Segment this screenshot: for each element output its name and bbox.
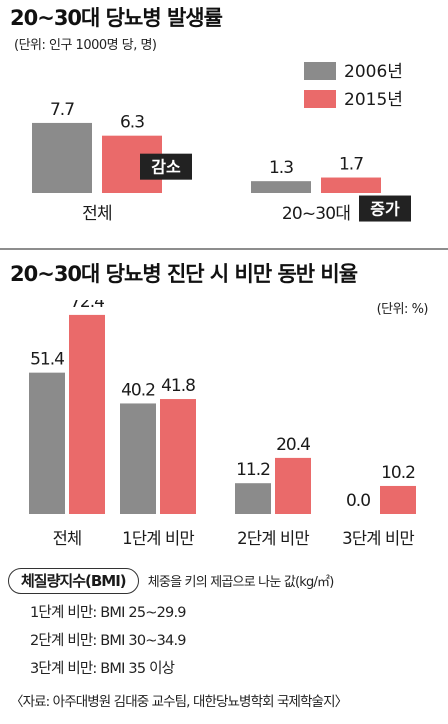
bar-2015-2 — [275, 457, 311, 514]
value-label-2015-2: 20.4 — [276, 435, 310, 455]
trend-tag-bg-0 — [140, 153, 192, 180]
x-tick-label-0: 전체 — [53, 529, 82, 548]
legend-swatch-2015 — [304, 90, 336, 108]
value-label-2006-1: 1.3 — [269, 158, 293, 178]
bar-2006-0 — [32, 122, 92, 193]
value-label-2015-0: 72.4 — [70, 300, 104, 312]
legend-label-2015: 2015년 — [344, 90, 403, 110]
bar-2006-0 — [29, 372, 65, 514]
value-label-2015-3: 10.2 — [381, 463, 415, 483]
chart2-plot: 51.4 72.4 40.2 41.8 11.2 20.4 0.0 10.2 전체 1단계 비만… — [29, 300, 416, 548]
value-label-2006-0: 51.4 — [30, 350, 64, 370]
bar-2006-1 — [251, 181, 311, 193]
legend-label-2006: 2006년 — [344, 62, 403, 82]
section-divider — [0, 248, 448, 250]
x-tick-label-3: 3단계 비만 — [342, 529, 414, 548]
x-tick-label-2: 2단계 비만 — [237, 529, 309, 548]
chart2-title: 20~30대 당뇨병 진단 시 비만 동반 비율 — [10, 262, 358, 286]
value-label-2015-1: 1.7 — [339, 155, 363, 175]
value-label-2015-1: 41.8 — [161, 376, 195, 396]
legend-swatch-2006 — [304, 62, 336, 80]
value-label-2006-0: 7.7 — [50, 100, 74, 120]
value-labels: 7.7 6.3 1.3 1.7 — [50, 100, 364, 178]
bar-2006-2 — [235, 483, 271, 514]
chart1-title: 20~30대 당뇨병 발생률 — [10, 6, 223, 30]
bar-2006-1 — [120, 403, 156, 514]
chart2-unit: (단위: %) — [376, 302, 429, 317]
x-tick-label-1: 1단계 비만 — [122, 529, 194, 548]
value-label-2015-0: 6.3 — [120, 113, 144, 133]
bmi-description: 체중을 키의 제곱으로 나눈 값(kg/㎡) — [147, 575, 335, 590]
bmi-note-header: 체질량지수(BMI) 체중을 키의 제곱으로 나눈 값(kg/㎡) — [8, 568, 334, 596]
trend-tag-0: 감소 — [151, 158, 181, 177]
bar-2015-0 — [69, 314, 105, 514]
x-tick-label-1: 20~30대 — [282, 204, 350, 224]
chart1-unit: (단위: 인구 1000명 당, 명) — [14, 38, 157, 53]
bmi-row-1: 1단계 비만: BMI 25~29.9 — [30, 605, 187, 621]
bar-2015-3 — [380, 485, 416, 514]
bmi-row-3: 3단계 비만: BMI 35 이상 — [30, 661, 175, 677]
value-label-2006-1: 40.2 — [121, 380, 155, 400]
bar-2015-1 — [160, 399, 196, 514]
source-note: 〈자료: 아주대병원 김대중 교수팀, 대한당뇨병학회 국제학술지〉 — [10, 694, 348, 710]
bar-2015-1 — [321, 177, 381, 193]
trend-tag-1: 증가 — [370, 200, 400, 219]
bars — [32, 122, 381, 193]
value-label-2006-2: 11.2 — [236, 460, 270, 480]
x-tick-labels: 전체 20~30대 — [82, 204, 351, 224]
bars — [29, 314, 416, 514]
bmi-box-label: 체질량지수(BMI) — [8, 568, 139, 594]
legend: 2006년 2015년 — [304, 62, 403, 110]
x-tick-labels: 전체 1단계 비만 2단계 비만 3단계 비만 — [53, 529, 416, 548]
value-labels: 51.4 72.4 40.2 41.8 11.2 20.4 0.0 10.2 — [30, 300, 416, 511]
x-tick-label-0: 전체 — [82, 204, 112, 224]
trend-tag-bg-1 — [359, 195, 411, 222]
bmi-row-2: 2단계 비만: BMI 30~34.9 — [30, 633, 187, 649]
value-label-2006-3: 0.0 — [346, 491, 370, 511]
